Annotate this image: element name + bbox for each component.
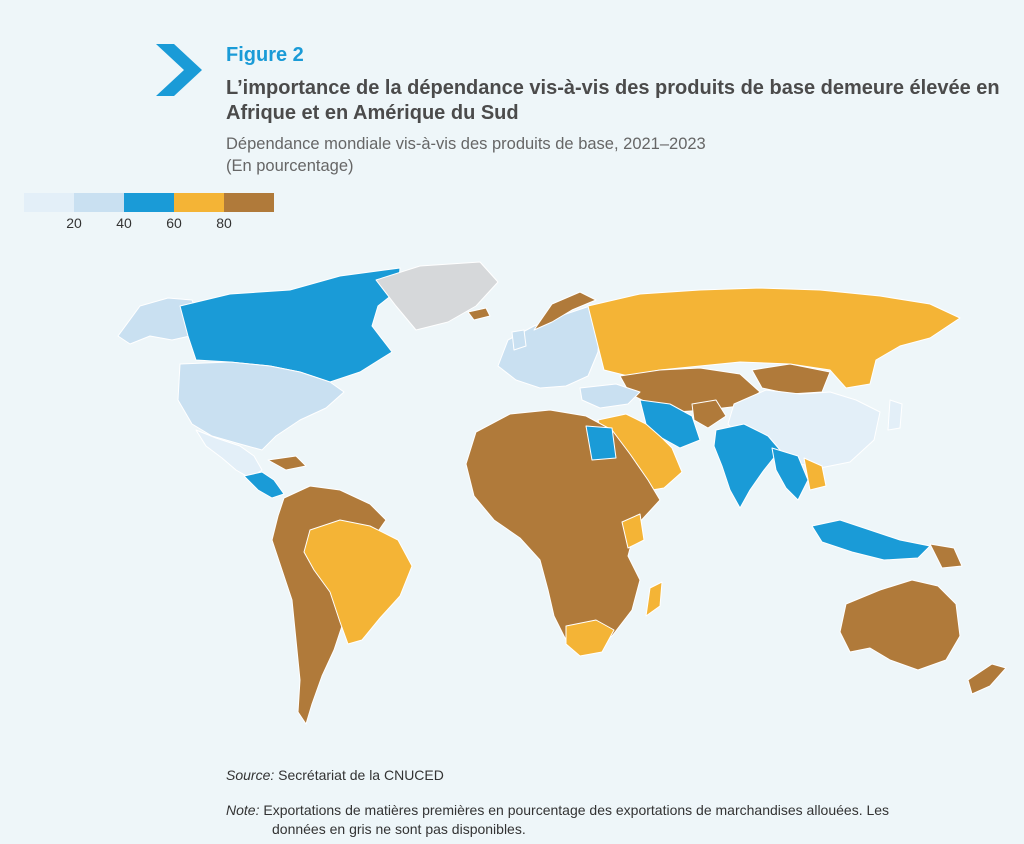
region-south-africa (565, 619, 615, 657)
region-iceland (467, 307, 491, 321)
region-greenland (375, 261, 499, 331)
figure-title: L’importance de la dépendance vis-à-vis … (226, 77, 1000, 124)
region-usa (177, 361, 345, 451)
source-line: Source: Secrétariat de la CNUCED (226, 767, 444, 783)
figure-subtitle: Dépendance mondiale vis-à-vis des produi… (226, 135, 706, 153)
region-india (713, 423, 781, 509)
region-japan (887, 399, 903, 431)
chevron-icon (156, 44, 202, 96)
world-map (117, 261, 1007, 725)
region-australia (839, 579, 961, 671)
legend-swatch-60-80 (174, 193, 224, 212)
legend-swatch-20-40 (74, 193, 124, 212)
region-iran (639, 399, 701, 449)
legend-swatch-40-60 (124, 193, 174, 212)
region-indonesia (811, 519, 931, 561)
region-canada (179, 267, 401, 383)
legend-swatch-80-100 (224, 193, 274, 212)
legend-swatch-0-20 (24, 193, 74, 212)
note-text-line1: Exportations de matières premières en po… (263, 802, 890, 818)
legend-tick: 40 (116, 215, 132, 231)
figure-label: Figure 2 (226, 44, 304, 66)
region-indochina (803, 457, 827, 491)
note-label: Note: (226, 802, 260, 818)
region-southeast-asia (771, 447, 809, 501)
figure-units: (En pourcentage) (226, 157, 354, 175)
note-text-line2: données en gris ne sont pas disponibles. (272, 821, 526, 837)
legend-tick: 80 (216, 215, 232, 231)
color-legend: 20 40 60 80 (24, 193, 274, 235)
region-papua-new-guinea (929, 543, 963, 569)
region-madagascar (645, 581, 663, 617)
region-egypt (585, 425, 617, 461)
source-label: Source: (226, 767, 275, 783)
region-horn-of-africa (621, 513, 645, 549)
legend-tick: 20 (66, 215, 82, 231)
region-norway (533, 291, 597, 331)
legend-tick: 60 (166, 215, 182, 231)
source-text: Secrétariat de la CNUCED (278, 767, 444, 783)
region-africa (465, 409, 661, 651)
region-central-america (243, 471, 285, 499)
region-turkey-caucasus (579, 383, 641, 409)
region-brazil (303, 519, 413, 645)
region-afghanistan (691, 399, 727, 429)
region-mongolia (751, 363, 831, 395)
region-new-zealand (967, 663, 1007, 695)
region-caribbean (267, 455, 307, 471)
note-block: Note: Exportations de matières premières… (226, 801, 1006, 839)
region-uk (511, 329, 527, 351)
